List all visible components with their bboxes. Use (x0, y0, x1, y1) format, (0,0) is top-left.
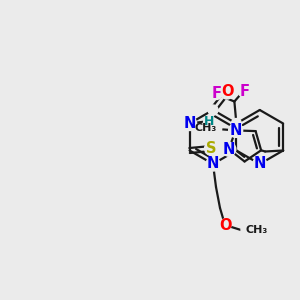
Circle shape (210, 88, 222, 100)
Text: N: N (223, 142, 235, 157)
Circle shape (219, 219, 231, 231)
Circle shape (241, 220, 261, 240)
Circle shape (229, 123, 243, 137)
Circle shape (206, 157, 220, 171)
Circle shape (220, 85, 234, 99)
Text: F: F (239, 84, 249, 99)
Circle shape (202, 118, 222, 138)
Circle shape (205, 142, 219, 155)
Text: N: N (230, 123, 242, 138)
Circle shape (238, 85, 250, 98)
Text: N: N (183, 116, 196, 131)
Text: F: F (212, 86, 221, 101)
Text: N: N (207, 157, 219, 172)
Text: CH₃: CH₃ (194, 123, 217, 134)
Text: S: S (206, 141, 217, 156)
Text: H: H (203, 115, 214, 128)
Text: O: O (219, 218, 231, 232)
Circle shape (222, 142, 236, 156)
Circle shape (208, 105, 218, 115)
Circle shape (204, 116, 214, 127)
Circle shape (253, 157, 267, 171)
Circle shape (183, 116, 196, 130)
Text: O: O (221, 85, 233, 100)
Text: N: N (254, 157, 266, 172)
Circle shape (231, 118, 242, 128)
Text: CH₃: CH₃ (245, 225, 267, 235)
